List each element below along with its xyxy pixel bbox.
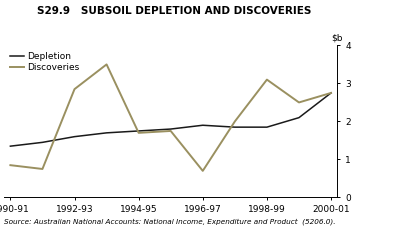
Discoveries (264, 78, 269, 81)
Depletion (136, 130, 141, 132)
Discoveries (297, 101, 301, 104)
Discoveries (136, 131, 141, 134)
Discoveries (72, 88, 77, 91)
Discoveries (200, 170, 205, 172)
Depletion (264, 126, 269, 128)
Text: $b: $b (332, 33, 343, 42)
Line: Discoveries: Discoveries (10, 64, 331, 171)
Line: Depletion: Depletion (10, 93, 331, 146)
Depletion (200, 124, 205, 127)
Discoveries (168, 130, 173, 132)
Text: Source: Australian National Accounts: National Income, Expenditure and Product  : Source: Australian National Accounts: Na… (4, 218, 335, 225)
Depletion (329, 91, 333, 94)
Discoveries (8, 164, 13, 167)
Depletion (72, 135, 77, 138)
Discoveries (104, 63, 109, 66)
Depletion (40, 141, 45, 144)
Discoveries (233, 120, 237, 123)
Depletion (297, 116, 301, 119)
Depletion (104, 131, 109, 134)
Depletion (168, 128, 173, 130)
Legend: Depletion, Discoveries: Depletion, Discoveries (8, 50, 81, 74)
Depletion (8, 145, 13, 148)
Text: S29.9   SUBSOIL DEPLETION AND DISCOVERIES: S29.9 SUBSOIL DEPLETION AND DISCOVERIES (37, 6, 312, 16)
Discoveries (40, 168, 45, 170)
Depletion (233, 126, 237, 128)
Discoveries (329, 91, 333, 94)
